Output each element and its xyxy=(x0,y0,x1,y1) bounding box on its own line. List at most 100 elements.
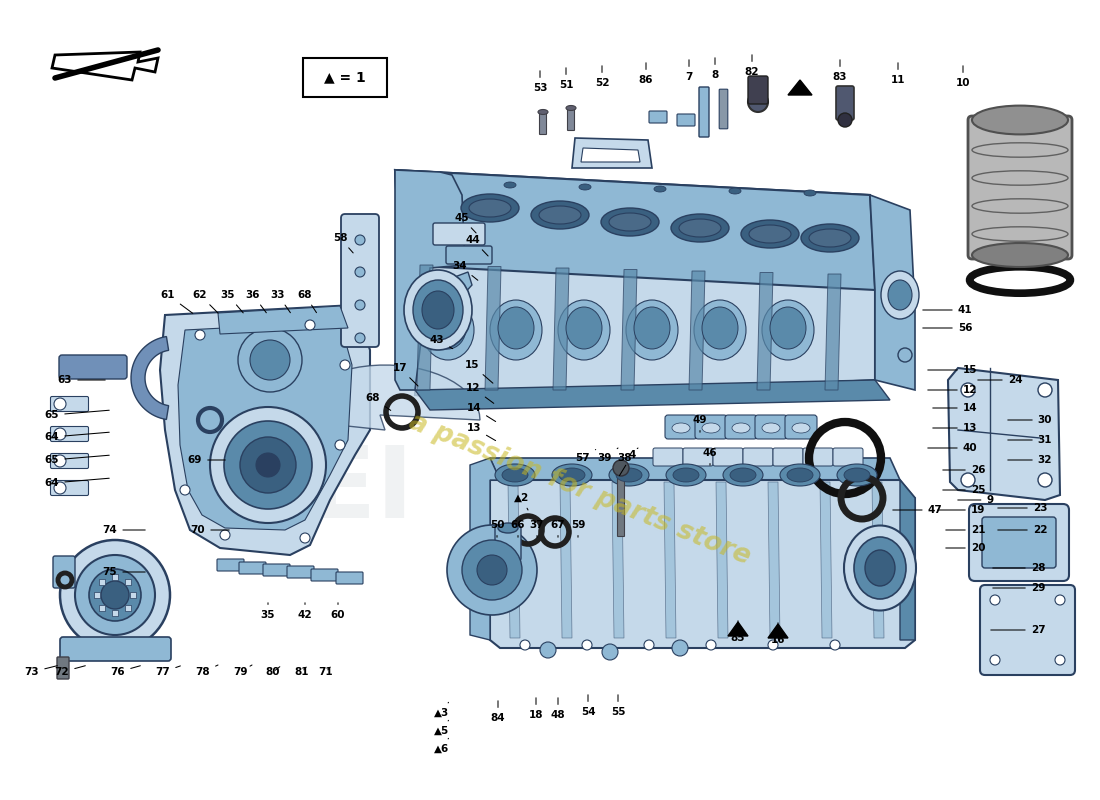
Text: 20: 20 xyxy=(946,543,986,553)
Text: 81: 81 xyxy=(295,667,309,677)
Polygon shape xyxy=(581,148,640,162)
Polygon shape xyxy=(415,380,890,410)
Polygon shape xyxy=(94,592,100,598)
FancyBboxPatch shape xyxy=(60,637,170,661)
FancyBboxPatch shape xyxy=(982,517,1056,568)
Text: 4: 4 xyxy=(619,450,636,476)
Circle shape xyxy=(256,453,280,477)
Polygon shape xyxy=(560,482,572,638)
Text: 43: 43 xyxy=(430,335,452,349)
Ellipse shape xyxy=(498,523,518,533)
Text: 23: 23 xyxy=(998,503,1047,513)
Polygon shape xyxy=(395,170,465,390)
Polygon shape xyxy=(788,80,812,95)
Circle shape xyxy=(54,428,66,440)
Ellipse shape xyxy=(762,423,780,433)
Text: 51: 51 xyxy=(559,68,573,90)
Text: 12: 12 xyxy=(927,385,977,395)
Ellipse shape xyxy=(865,550,895,586)
Text: a passion for parts store: a passion for parts store xyxy=(405,410,755,570)
Circle shape xyxy=(60,540,170,650)
FancyBboxPatch shape xyxy=(803,448,833,466)
Text: 65: 65 xyxy=(45,455,109,465)
Ellipse shape xyxy=(616,468,642,482)
Text: 22: 22 xyxy=(998,525,1047,535)
Ellipse shape xyxy=(601,208,659,236)
Text: 13: 13 xyxy=(933,423,977,433)
Text: 55: 55 xyxy=(610,694,625,717)
Ellipse shape xyxy=(694,300,746,360)
Polygon shape xyxy=(689,271,705,390)
Circle shape xyxy=(477,555,507,585)
Circle shape xyxy=(210,407,326,523)
Ellipse shape xyxy=(579,184,591,190)
Polygon shape xyxy=(99,579,106,586)
Ellipse shape xyxy=(654,186,666,192)
Text: 17: 17 xyxy=(393,363,418,386)
FancyBboxPatch shape xyxy=(53,556,75,588)
Text: 68: 68 xyxy=(365,393,390,410)
FancyBboxPatch shape xyxy=(568,107,574,130)
Polygon shape xyxy=(612,482,624,638)
Ellipse shape xyxy=(422,300,474,360)
Polygon shape xyxy=(112,610,118,616)
Polygon shape xyxy=(757,273,773,390)
Ellipse shape xyxy=(804,190,816,196)
FancyBboxPatch shape xyxy=(683,448,713,466)
Polygon shape xyxy=(178,322,352,530)
Circle shape xyxy=(300,533,310,543)
Text: 70: 70 xyxy=(190,525,229,535)
Ellipse shape xyxy=(673,468,698,482)
Circle shape xyxy=(706,640,716,650)
Polygon shape xyxy=(553,268,569,390)
Text: 14: 14 xyxy=(466,403,496,422)
Ellipse shape xyxy=(844,468,870,482)
Text: 40: 40 xyxy=(927,443,977,453)
Circle shape xyxy=(224,421,312,509)
Text: ▲2: ▲2 xyxy=(514,493,529,510)
Circle shape xyxy=(768,640,778,650)
Circle shape xyxy=(1055,595,1065,605)
Polygon shape xyxy=(768,624,788,638)
Polygon shape xyxy=(131,337,168,419)
FancyBboxPatch shape xyxy=(666,415,697,439)
Text: 35: 35 xyxy=(261,602,275,620)
FancyBboxPatch shape xyxy=(51,426,88,442)
Circle shape xyxy=(961,473,975,487)
FancyBboxPatch shape xyxy=(833,448,864,466)
Text: 15: 15 xyxy=(927,365,977,375)
Circle shape xyxy=(602,644,618,660)
Polygon shape xyxy=(160,305,370,555)
Ellipse shape xyxy=(495,464,535,486)
FancyBboxPatch shape xyxy=(725,415,757,439)
Text: ▲ = 1: ▲ = 1 xyxy=(324,70,366,84)
Ellipse shape xyxy=(786,468,813,482)
Text: 53: 53 xyxy=(532,70,548,93)
Polygon shape xyxy=(52,52,158,80)
FancyBboxPatch shape xyxy=(341,214,380,347)
Text: 26: 26 xyxy=(943,465,986,475)
Text: 61: 61 xyxy=(161,290,192,314)
Polygon shape xyxy=(768,482,780,638)
FancyBboxPatch shape xyxy=(773,448,803,466)
Polygon shape xyxy=(664,482,676,638)
Ellipse shape xyxy=(490,300,542,360)
Circle shape xyxy=(1038,473,1052,487)
Circle shape xyxy=(220,530,230,540)
Polygon shape xyxy=(130,592,136,598)
Text: 69: 69 xyxy=(188,455,226,465)
Ellipse shape xyxy=(430,307,466,349)
Polygon shape xyxy=(290,365,480,430)
Text: 57: 57 xyxy=(575,450,596,463)
Circle shape xyxy=(830,640,840,650)
Text: 64: 64 xyxy=(45,478,109,488)
Ellipse shape xyxy=(671,214,729,242)
FancyBboxPatch shape xyxy=(968,116,1072,259)
Text: 21: 21 xyxy=(946,525,986,535)
Text: 9: 9 xyxy=(958,495,993,505)
Ellipse shape xyxy=(531,201,588,229)
Circle shape xyxy=(89,569,141,621)
Circle shape xyxy=(990,595,1000,605)
Circle shape xyxy=(613,460,629,476)
Text: 15: 15 xyxy=(464,360,493,383)
